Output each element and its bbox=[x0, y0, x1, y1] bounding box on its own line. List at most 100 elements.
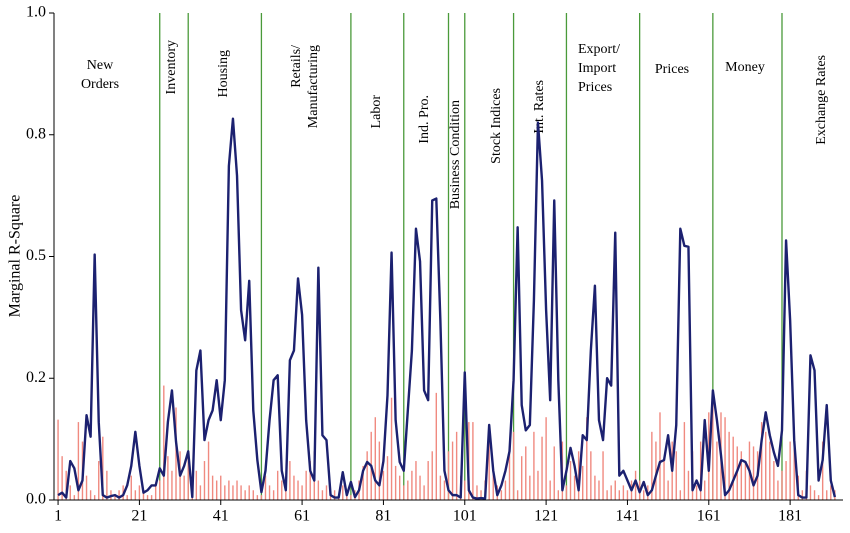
bar bbox=[146, 495, 149, 500]
bar bbox=[61, 456, 63, 500]
bar bbox=[752, 446, 755, 500]
bar bbox=[187, 456, 189, 500]
group-label: Housing bbox=[216, 50, 231, 97]
bar bbox=[415, 461, 417, 500]
bar bbox=[480, 490, 482, 500]
bar bbox=[789, 441, 791, 500]
bar bbox=[769, 441, 771, 500]
group-label: Ind. Pro. bbox=[417, 95, 432, 144]
bar bbox=[622, 485, 625, 500]
bar bbox=[199, 485, 202, 500]
bar bbox=[333, 490, 336, 500]
bar bbox=[276, 470, 279, 500]
bar bbox=[447, 451, 450, 500]
bar bbox=[134, 490, 137, 500]
bar bbox=[224, 485, 226, 500]
y-tick-label: 0.8 bbox=[26, 125, 46, 142]
bar bbox=[569, 461, 572, 500]
group-label: Business Condition bbox=[448, 100, 463, 209]
bar bbox=[777, 480, 779, 500]
group-label: Int. Rates bbox=[532, 80, 547, 134]
bar bbox=[610, 485, 612, 500]
bar bbox=[557, 490, 560, 500]
bar bbox=[826, 490, 828, 500]
bar bbox=[602, 451, 604, 500]
bar bbox=[793, 426, 795, 500]
bar bbox=[150, 495, 153, 500]
bar bbox=[378, 441, 381, 500]
bar bbox=[455, 431, 458, 500]
bar bbox=[398, 475, 401, 500]
bar bbox=[394, 465, 397, 500]
bar bbox=[785, 461, 787, 500]
bar bbox=[260, 495, 263, 500]
bar bbox=[102, 436, 104, 500]
x-tick-label: 81 bbox=[375, 508, 391, 525]
bar bbox=[390, 397, 393, 500]
bar bbox=[85, 475, 88, 500]
bar bbox=[175, 407, 177, 500]
y-axis-label: Marginal R-Square bbox=[7, 195, 24, 318]
bar bbox=[821, 441, 824, 500]
bar bbox=[492, 470, 494, 500]
bar bbox=[549, 480, 551, 500]
bar bbox=[439, 475, 442, 500]
bar bbox=[138, 485, 141, 500]
bar bbox=[695, 485, 698, 500]
x-tick-label: 141 bbox=[615, 508, 639, 525]
bar bbox=[411, 470, 413, 500]
bar bbox=[321, 490, 324, 500]
bar bbox=[154, 485, 157, 500]
bar bbox=[106, 470, 108, 500]
bar bbox=[500, 490, 503, 500]
bar bbox=[464, 480, 466, 500]
bar bbox=[272, 490, 275, 500]
bar bbox=[476, 485, 478, 500]
bar bbox=[533, 431, 535, 500]
x-tick-label: 1 bbox=[54, 508, 62, 525]
bar bbox=[508, 446, 511, 500]
bar bbox=[374, 417, 376, 500]
bar bbox=[215, 480, 218, 500]
bar bbox=[516, 490, 519, 500]
bar bbox=[586, 417, 588, 500]
bar bbox=[228, 480, 230, 500]
group-label: Orders bbox=[81, 77, 119, 92]
y-tick-label: 0.5 bbox=[26, 247, 46, 264]
bar bbox=[687, 470, 690, 500]
bar bbox=[427, 461, 429, 500]
group-label: Prices bbox=[578, 80, 612, 95]
bar bbox=[618, 490, 621, 500]
bar bbox=[57, 419, 59, 500]
bar bbox=[93, 495, 96, 500]
bar bbox=[65, 470, 67, 500]
bar bbox=[553, 446, 555, 500]
bar bbox=[167, 456, 169, 500]
bar bbox=[541, 436, 543, 500]
bar bbox=[744, 461, 747, 500]
bar bbox=[614, 480, 616, 500]
bar bbox=[431, 451, 433, 500]
bar bbox=[126, 495, 128, 500]
group-label: Stock Indices bbox=[489, 88, 504, 164]
x-tick-label: 121 bbox=[534, 508, 558, 525]
bar bbox=[118, 490, 120, 500]
bar bbox=[773, 461, 775, 500]
bar bbox=[712, 402, 714, 500]
bar bbox=[98, 461, 100, 500]
x-tick-label: 21 bbox=[131, 508, 147, 525]
x-tick-label: 101 bbox=[453, 508, 477, 525]
bar bbox=[159, 480, 161, 500]
bar bbox=[69, 485, 71, 500]
group-label: Manufacturing bbox=[306, 45, 321, 128]
bar bbox=[626, 490, 629, 500]
bar bbox=[732, 436, 734, 500]
bar bbox=[801, 490, 804, 500]
bar bbox=[525, 446, 527, 500]
bar bbox=[512, 431, 515, 500]
bar bbox=[565, 485, 568, 500]
bar bbox=[293, 475, 295, 500]
x-tick-label: 161 bbox=[697, 508, 721, 525]
bar bbox=[419, 475, 421, 500]
